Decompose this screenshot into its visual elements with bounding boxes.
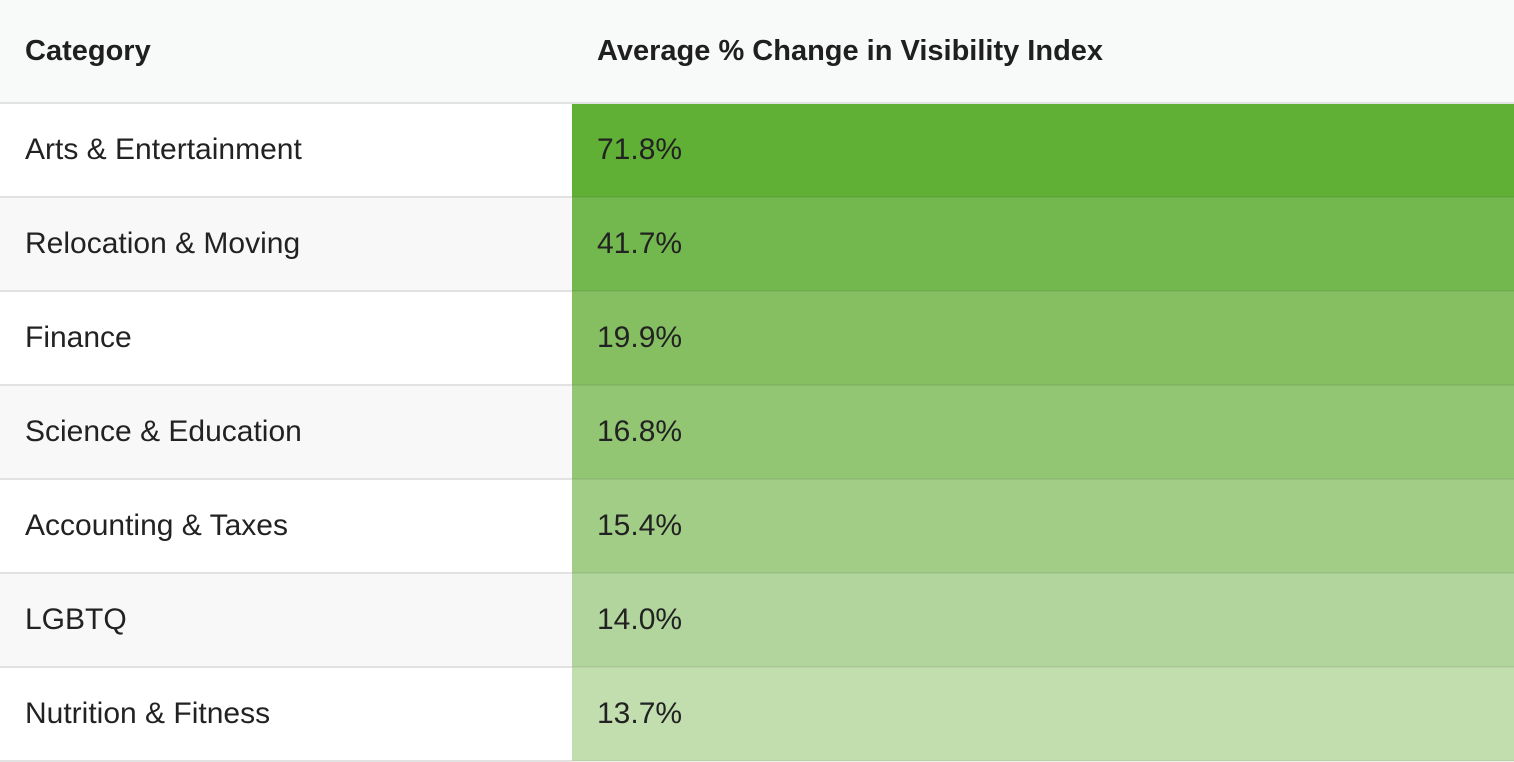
category-cell: Finance <box>0 291 572 386</box>
category-cell: Arts & Entertainment <box>0 103 572 198</box>
table-header-row: Category Average % Change in Visibility … <box>0 0 1514 104</box>
table-row: LGBTQ 14.0% <box>0 573 1514 668</box>
table-row: Science & Education 16.8% <box>0 385 1514 480</box>
value-cell: 41.7% <box>572 197 1514 292</box>
category-cell: Science & Education <box>0 385 572 480</box>
value-cell: 16.8% <box>572 385 1514 480</box>
value-cell: 14.0% <box>572 573 1514 668</box>
table-row: Nutrition & Fitness 13.7% <box>0 667 1514 762</box>
table-row: Arts & Entertainment 71.8% <box>0 103 1514 198</box>
value-cell: 15.4% <box>572 479 1514 574</box>
column-header-category: Category <box>0 0 572 104</box>
table-row: Relocation & Moving 41.7% <box>0 197 1514 292</box>
value-cell: 71.8% <box>572 103 1514 198</box>
category-cell: Accounting & Taxes <box>0 479 572 574</box>
value-cell: 13.7% <box>572 667 1514 762</box>
category-cell: Relocation & Moving <box>0 197 572 292</box>
table-row: Finance 19.9% <box>0 291 1514 386</box>
column-header-change: Average % Change in Visibility Index <box>572 0 1514 104</box>
category-cell: LGBTQ <box>0 573 572 668</box>
table-row: Accounting & Taxes 15.4% <box>0 479 1514 574</box>
value-cell: 19.9% <box>572 291 1514 386</box>
table-body: Arts & Entertainment 71.8% Relocation & … <box>0 103 1514 762</box>
category-cell: Nutrition & Fitness <box>0 667 572 762</box>
